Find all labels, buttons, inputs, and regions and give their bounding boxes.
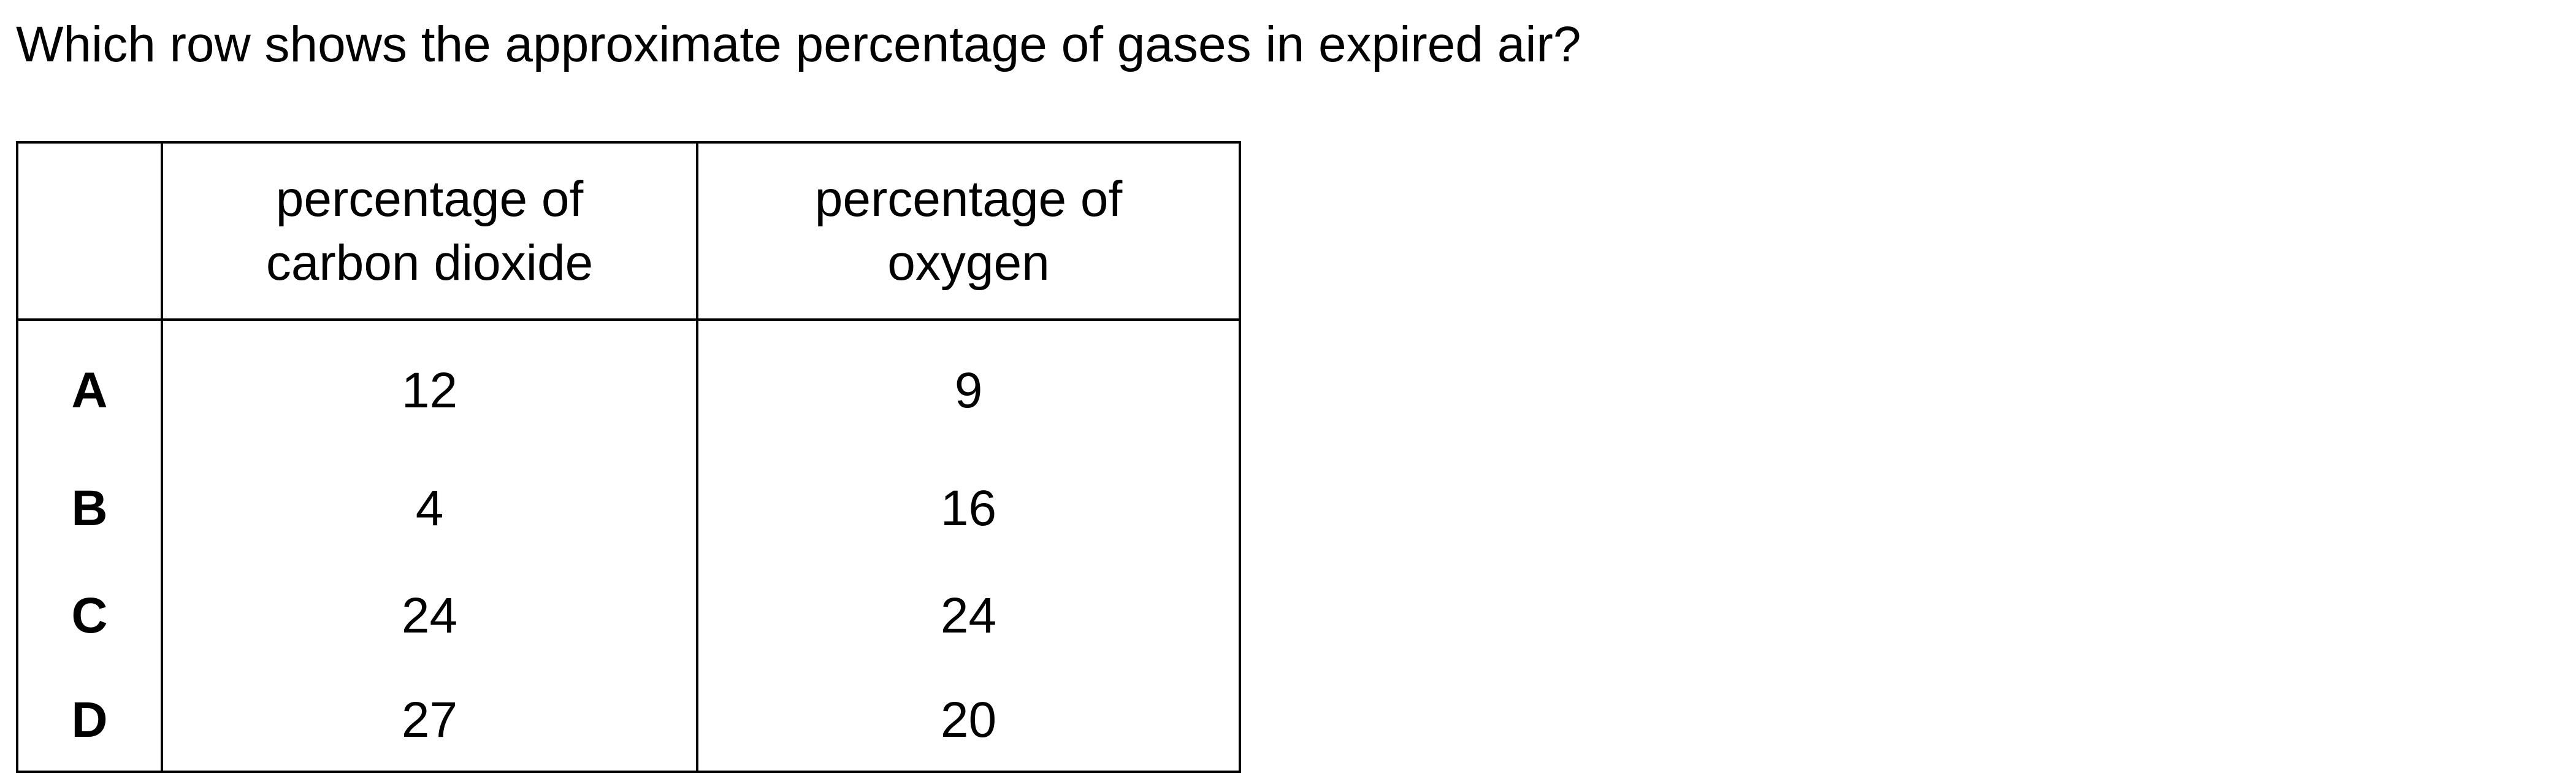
option-letter: C	[16, 562, 163, 669]
question-text: Which row shows the approximate percenta…	[16, 17, 1581, 72]
table-row: A 12 9	[16, 320, 1241, 455]
oxygen-value: 9	[696, 320, 1241, 455]
oxygen-value: 24	[696, 562, 1241, 669]
header-option	[16, 141, 163, 321]
oxygen-value: 16	[696, 455, 1241, 562]
header-o2-line1: percentage of	[814, 171, 1123, 227]
header-o2-line2: oxygen	[887, 234, 1050, 291]
header-co2-line2: carbon dioxide	[266, 234, 594, 291]
header-carbon-dioxide: percentage of carbon dioxide	[161, 141, 698, 321]
carbon-dioxide-value: 12	[161, 320, 698, 455]
answer-table: percentage of carbon dioxide percentage …	[16, 141, 1241, 773]
table-row: D 27 20	[16, 669, 1241, 773]
carbon-dioxide-value: 24	[161, 562, 698, 669]
option-letter: B	[16, 455, 163, 562]
table-header-row: percentage of carbon dioxide percentage …	[16, 141, 1241, 321]
option-letter: D	[16, 669, 163, 773]
table-row: C 24 24	[16, 562, 1241, 669]
carbon-dioxide-value: 4	[161, 455, 698, 562]
header-co2-line1: percentage of	[275, 171, 584, 227]
header-oxygen: percentage of oxygen	[696, 141, 1241, 321]
oxygen-value: 20	[696, 669, 1241, 773]
carbon-dioxide-value: 27	[161, 669, 698, 773]
option-letter: A	[16, 320, 163, 455]
table-row: B 4 16	[16, 455, 1241, 562]
